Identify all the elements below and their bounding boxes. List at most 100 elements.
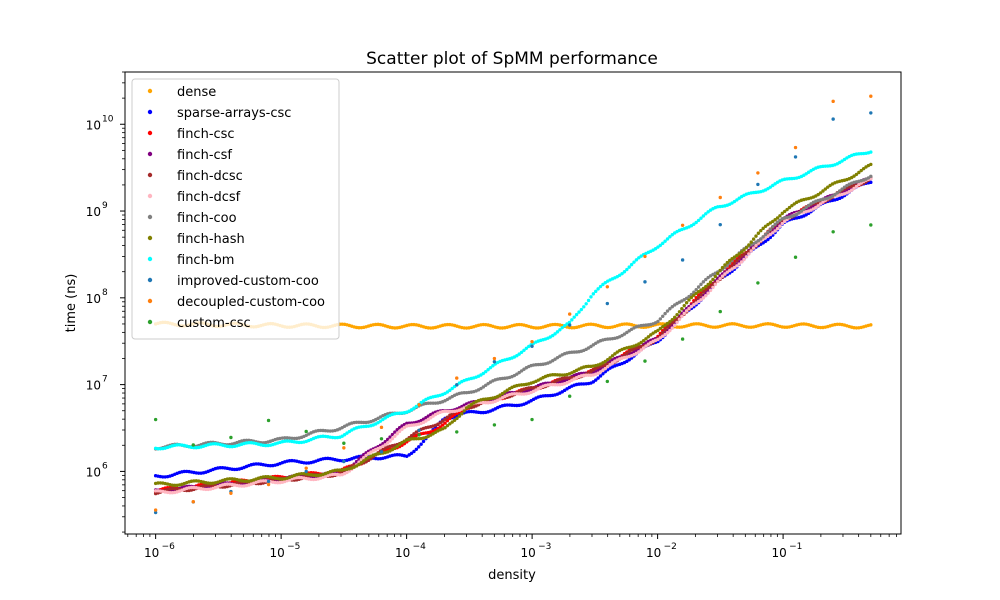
point-finch-dcsf (553, 383, 557, 387)
point-improved-custom-coo (153, 510, 158, 515)
point-finch-coo (773, 222, 777, 227)
point-finch-dcsf (656, 337, 660, 342)
point-finch-bm (735, 198, 739, 202)
point-dense (534, 326, 538, 330)
point-finch-bm (737, 196, 741, 200)
point-finch-bm (228, 444, 232, 449)
point-finch-hash (787, 205, 792, 210)
point-finch-coo (706, 275, 710, 280)
point-finch-hash (359, 460, 364, 465)
point-finch-bm (297, 440, 301, 445)
point-finch-hash (550, 373, 555, 377)
point-custom-csc (793, 255, 798, 259)
point-dense (570, 326, 574, 330)
point-finch-coo (840, 187, 844, 191)
point-finch-bm (570, 318, 574, 322)
point-finch-bm (617, 273, 622, 277)
legend: dense sparse-arrays-csc finch-csc finch-csf… (131, 78, 340, 340)
point-finch-hash (687, 298, 691, 302)
point-finch-coo (426, 401, 431, 405)
y-tick-label: 10 (86, 118, 101, 132)
point-finch-dcsf (275, 481, 280, 485)
point-finch-bm (562, 324, 567, 328)
point-finch-dcsf (816, 204, 820, 208)
point-finch-bm (665, 237, 670, 241)
point-finch-hash (818, 191, 823, 195)
point-sparse-arrays-csc (467, 409, 471, 414)
point-sparse-arrays-csc (591, 380, 596, 384)
point-finch-hash (613, 352, 617, 356)
point-sparse-arrays-csc (763, 239, 768, 243)
point-finch-coo (670, 305, 674, 309)
point-finch-bm (345, 431, 349, 435)
point-finch-dcsf (725, 270, 729, 274)
point-finch-coo (833, 192, 837, 197)
point-finch-dcsf (696, 299, 701, 304)
point-custom-csc (605, 379, 610, 384)
point-finch-hash (742, 248, 746, 252)
point-dense (675, 325, 679, 329)
point-finch-hash (505, 388, 509, 392)
point-finch-dcsf (713, 282, 718, 287)
legend-label-dense: dense (177, 85, 216, 100)
point-finch-coo (589, 344, 593, 349)
point-finch-hash (696, 289, 701, 294)
legend-marker-sparse-arrays-csc (147, 109, 153, 115)
legend-label-finch-hash: finch-hash (177, 232, 245, 247)
point-finch-hash (467, 404, 471, 409)
x-tick-exponent: −2 (664, 542, 677, 552)
point-dense (445, 322, 450, 327)
point-finch-hash (689, 295, 694, 300)
point-finch-bm (632, 260, 636, 264)
legend-box (131, 78, 340, 340)
point-dense (869, 323, 873, 327)
point-dense (711, 325, 715, 329)
point-finch-dcsf (744, 255, 749, 259)
point-finch-hash (735, 253, 739, 258)
point-finch-dcsf (390, 436, 395, 441)
legend-marker-dense (147, 88, 153, 94)
point-custom-csc (530, 417, 534, 422)
point-finch-bm (859, 151, 863, 156)
point-sparse-arrays-csc (287, 459, 292, 463)
point-finch-hash (756, 231, 761, 235)
point-finch-csf (397, 426, 402, 430)
point-finch-bm (522, 348, 526, 352)
point-finch-hash (460, 412, 464, 416)
point-finch-hash (448, 422, 452, 426)
point-finch-hash (771, 219, 775, 224)
point-finch-bm (409, 408, 414, 412)
point-finch-hash (443, 426, 447, 430)
point-finch-bm (620, 271, 624, 276)
point-sparse-arrays-csc (232, 467, 237, 472)
point-finch-coo (696, 285, 701, 289)
point-finch-coo (694, 287, 698, 292)
point-finch-hash (173, 483, 177, 488)
point-finch-dcsf (773, 229, 777, 233)
point-finch-coo (799, 209, 804, 213)
point-finch-dcsc (701, 290, 706, 294)
point-finch-hash (299, 472, 304, 476)
point-sparse-arrays-csc (512, 403, 517, 408)
point-dense (658, 322, 663, 326)
point-finch-dcsf (749, 249, 753, 253)
point-finch-bm (596, 287, 600, 291)
point-dense (409, 322, 414, 327)
point-finch-csc (440, 423, 445, 427)
point-finch-hash (739, 250, 744, 254)
point-finch-bm (586, 298, 591, 303)
point-finch-hash (455, 416, 459, 421)
point-finch-dcsc (445, 415, 450, 419)
point-finch-dcsc (665, 325, 670, 329)
point-dense (694, 322, 698, 326)
point-finch-coo (572, 350, 576, 354)
point-finch-dcsf (768, 232, 773, 237)
point-sparse-arrays-csc (419, 442, 423, 446)
point-finch-hash (672, 315, 677, 320)
point-improved-custom-coo (869, 111, 873, 115)
point-finch-hash (754, 234, 758, 238)
point-finch-coo (656, 319, 660, 324)
point-finch-dcsf (225, 482, 230, 486)
point-custom-csc (492, 423, 497, 427)
point-finch-hash (790, 203, 794, 208)
